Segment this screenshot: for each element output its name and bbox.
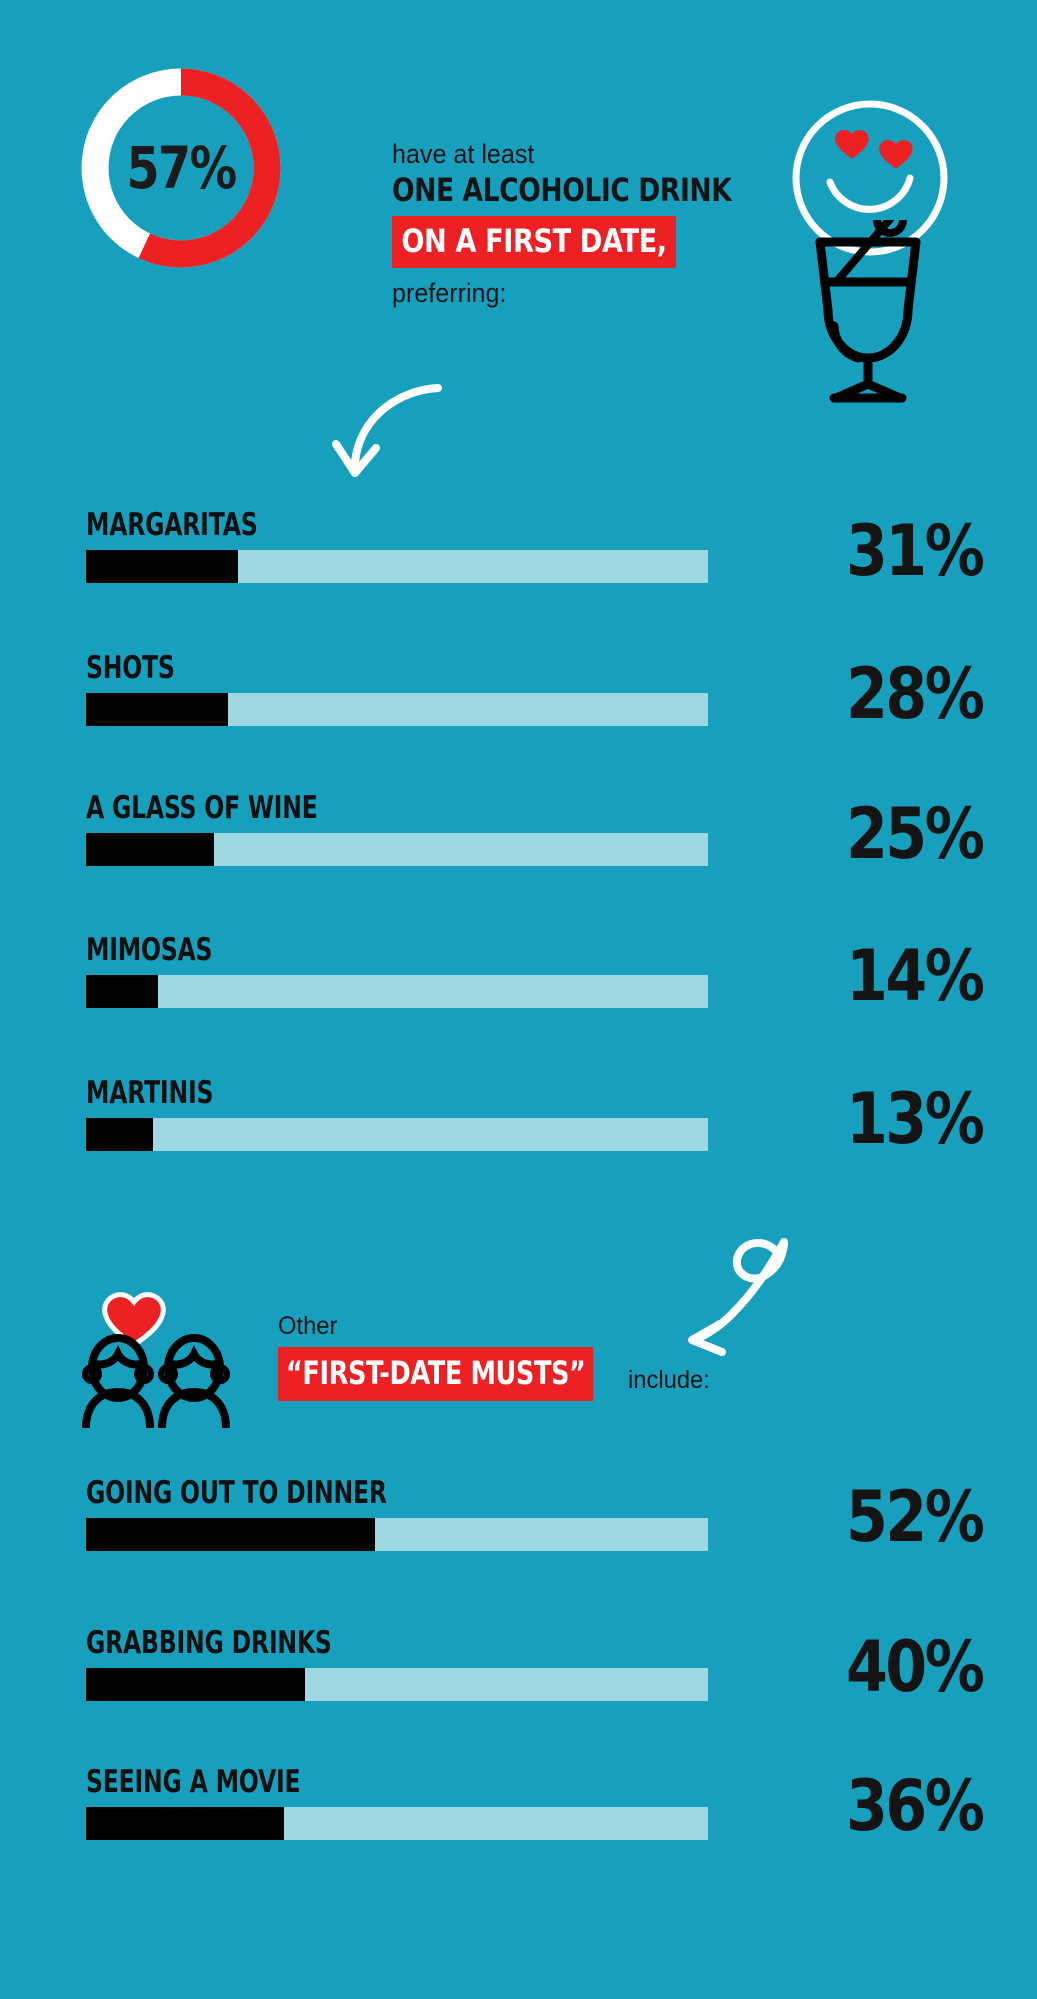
bar-track bbox=[86, 1118, 708, 1151]
bar-fill bbox=[86, 1118, 153, 1151]
bar-label: MARGARITAS bbox=[86, 507, 258, 543]
bar-label: GRABBING DRINKS bbox=[86, 1625, 332, 1661]
bar-label: SEEING A MOVIE bbox=[86, 1764, 301, 1800]
bar-track bbox=[86, 833, 708, 866]
bar-row: MARGARITAS 31% bbox=[86, 507, 985, 586]
bar-value: 13% bbox=[846, 1078, 985, 1160]
couple-with-heart-icon bbox=[72, 1288, 242, 1433]
headline-highlight-wrap: ON A FIRST DATE, bbox=[392, 215, 726, 268]
section2-other-label: Other bbox=[278, 1312, 338, 1340]
bar-track bbox=[86, 550, 708, 583]
bar-value: 36% bbox=[846, 1765, 985, 1847]
bar-row: MARTINIS 13% bbox=[86, 1075, 985, 1154]
bar-fill bbox=[86, 550, 239, 583]
bar-fill bbox=[86, 693, 228, 726]
bar-value: 28% bbox=[846, 653, 985, 735]
bar-label: GOING OUT TO DINNER bbox=[86, 1475, 387, 1511]
bar-fill bbox=[86, 975, 158, 1008]
bar-row: SEEING A MOVIE 36% bbox=[86, 1764, 985, 1841]
headline-highlight: ON A FIRST DATE, bbox=[392, 215, 677, 268]
bar-row: MIMOSAS 14% bbox=[86, 932, 985, 1011]
bar-value: 52% bbox=[846, 1476, 985, 1558]
section2-highlight-row: “FIRST-DATE MUSTS” include: bbox=[278, 1347, 715, 1401]
bar-label: MARTINIS bbox=[86, 1075, 214, 1111]
bar-fill bbox=[86, 833, 214, 866]
bar-value: 40% bbox=[846, 1626, 985, 1708]
headline-line-2: ONE ALCOHOLIC DRINK bbox=[392, 171, 732, 210]
smiley-heart-eyes-icon bbox=[786, 94, 954, 267]
bar-track bbox=[86, 1668, 708, 1701]
bar-track bbox=[86, 1807, 708, 1840]
bar-value: 25% bbox=[846, 793, 985, 875]
bar-value: 31% bbox=[846, 510, 985, 592]
donut-svg bbox=[81, 68, 281, 268]
bar-fill bbox=[86, 1668, 305, 1701]
bar-row: A GLASS OF WINE 25% bbox=[86, 790, 985, 869]
donut-value-arc bbox=[81, 68, 281, 268]
bar-label: SHOTS bbox=[86, 650, 175, 686]
cocktail-glass-icon bbox=[798, 203, 938, 415]
curved-arrow-down-icon bbox=[330, 378, 450, 493]
bar-row: SHOTS 28% bbox=[86, 650, 985, 729]
headline-block: have at least ONE ALCOHOLIC DRINK ON A F… bbox=[392, 140, 792, 309]
bar-value: 14% bbox=[846, 935, 985, 1017]
donut-value-label: 57% bbox=[126, 134, 238, 202]
section2-include-label: include: bbox=[628, 1366, 711, 1394]
bar-label: A GLASS OF WINE bbox=[86, 790, 318, 826]
headline-line-1: have at least bbox=[392, 139, 535, 169]
bar-track bbox=[86, 693, 708, 726]
bar-track bbox=[86, 1518, 708, 1551]
bar-row: GRABBING DRINKS 40% bbox=[86, 1625, 985, 1702]
looping-arrow-down-left-icon bbox=[672, 1232, 807, 1367]
bar-fill bbox=[86, 1807, 284, 1840]
bar-row: GOING OUT TO DINNER 52% bbox=[86, 1475, 985, 1552]
donut-chart: 57% bbox=[75, 62, 287, 274]
bar-track bbox=[86, 975, 708, 1008]
headline-line-4: preferring: bbox=[392, 277, 507, 308]
section2-header: Other “FIRST-DATE MUSTS” include: bbox=[278, 1312, 715, 1401]
section2-highlight: “FIRST-DATE MUSTS” bbox=[278, 1347, 594, 1401]
bar-label: MIMOSAS bbox=[86, 932, 213, 968]
bar-fill bbox=[86, 1518, 376, 1551]
